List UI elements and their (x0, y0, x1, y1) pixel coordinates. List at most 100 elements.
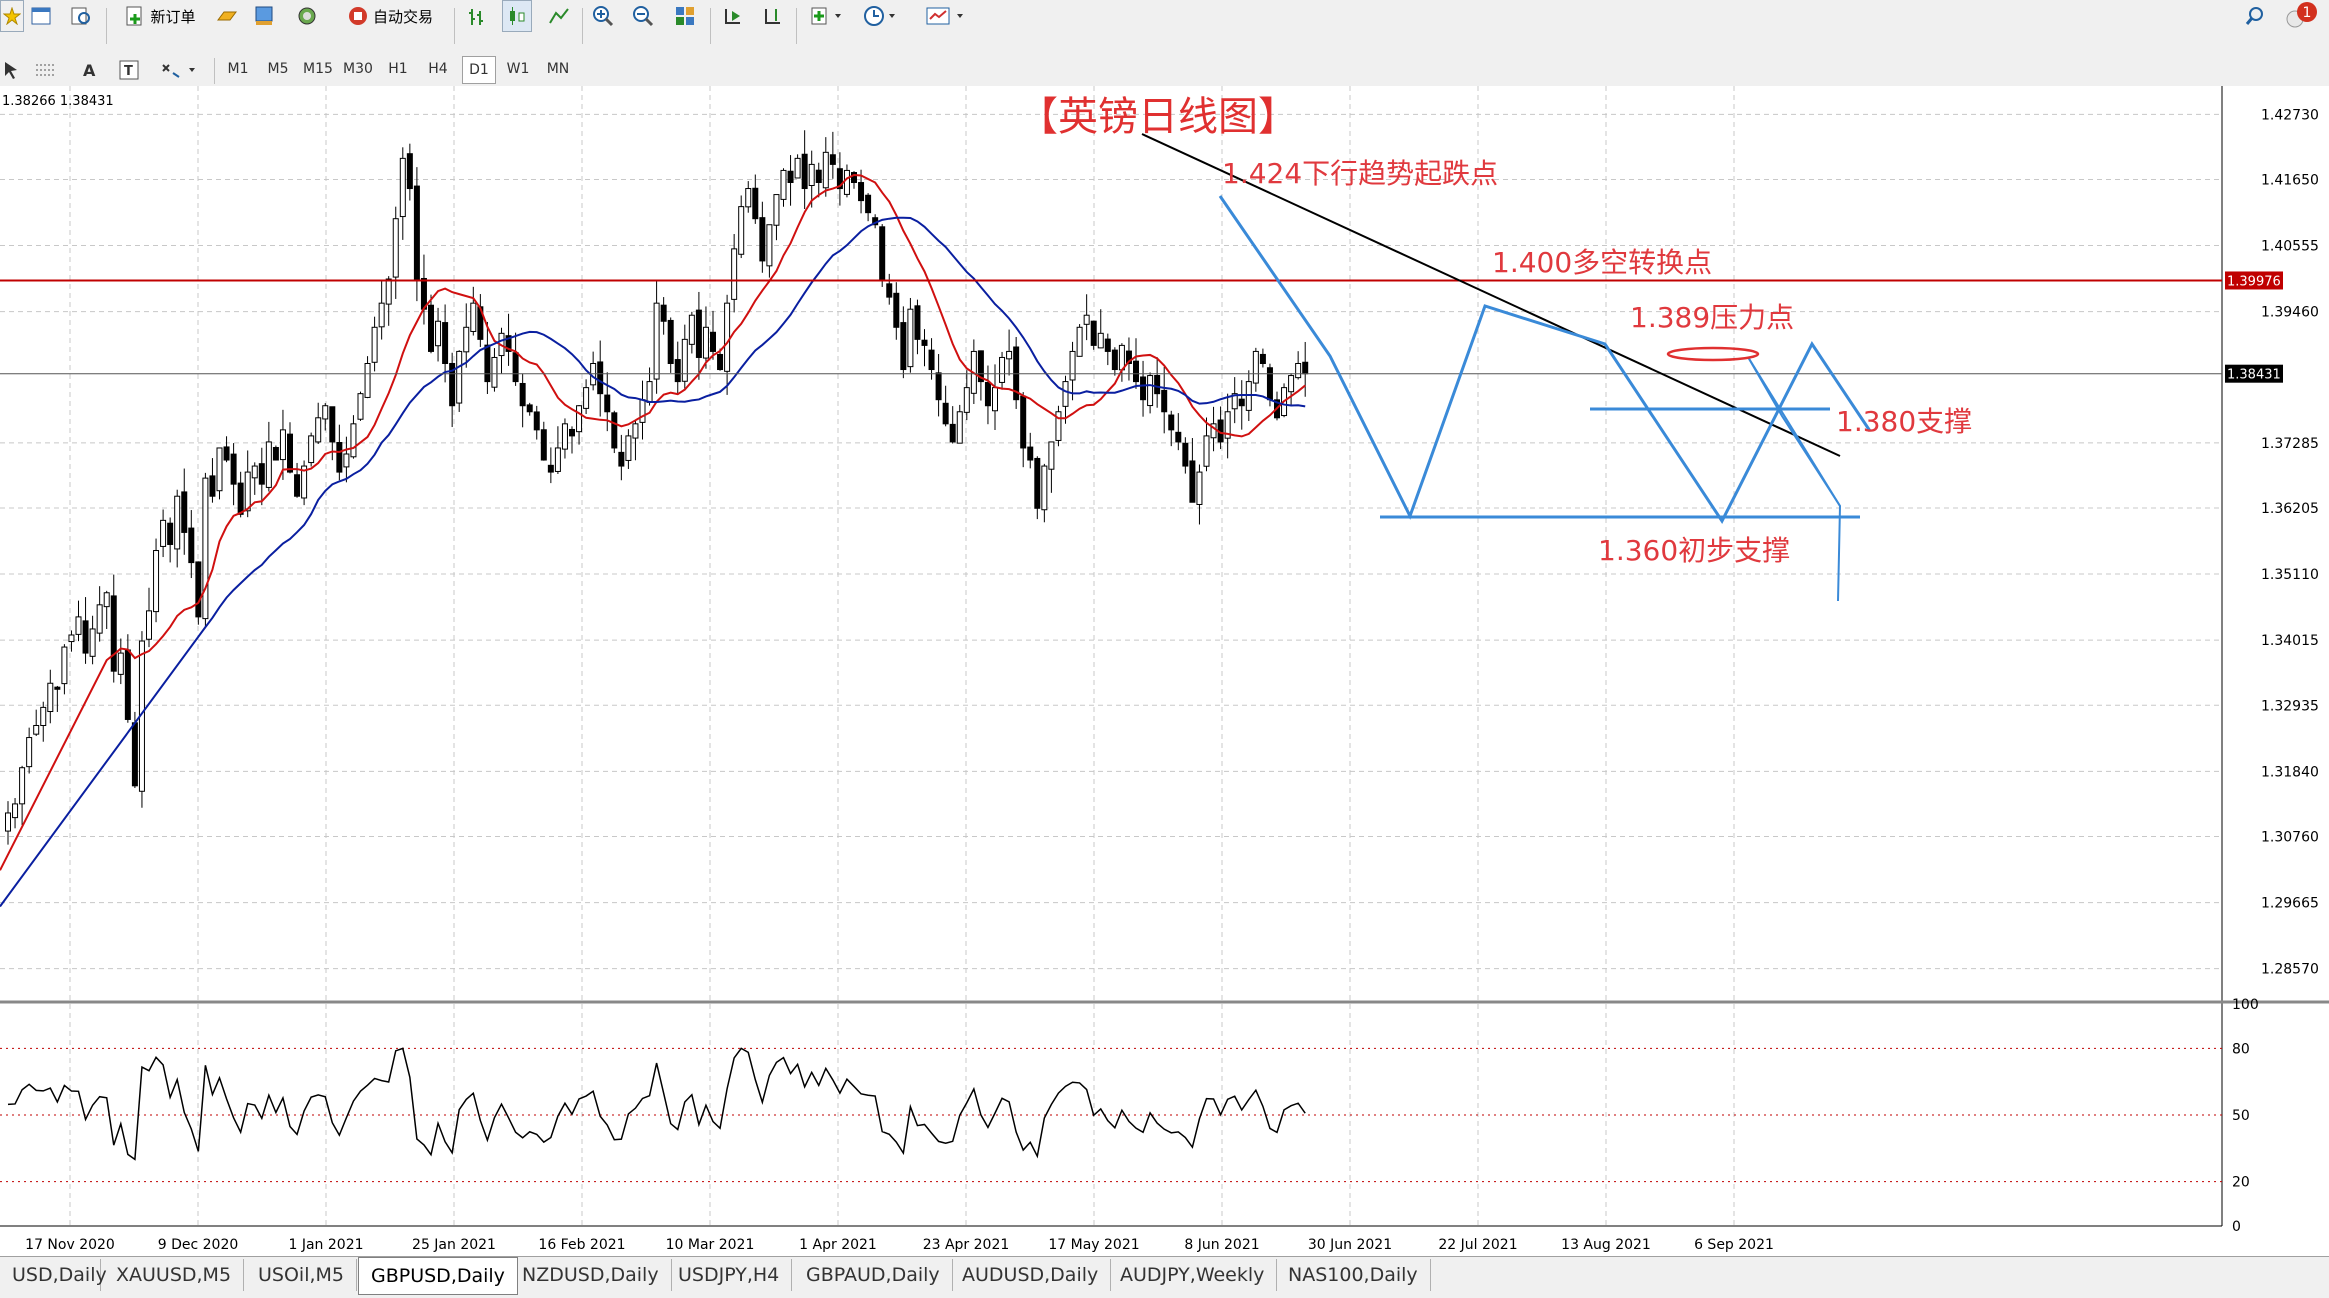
timeframe-m30-button[interactable]: M30 (343, 61, 373, 77)
candle-body (907, 308, 914, 368)
timeframe-m1-button[interactable]: M1 (227, 61, 249, 77)
text-tool-icon[interactable]: A (74, 54, 104, 86)
tab-nzdusd-daily[interactable]: NZDUSD,Daily (510, 1259, 672, 1291)
candle-body (336, 442, 343, 473)
candle-body (512, 352, 519, 383)
zoom-in-icon[interactable] (588, 0, 618, 32)
candle-body (449, 362, 456, 407)
star-icon[interactable] (0, 0, 24, 32)
timeframe-h1-button[interactable]: H1 (388, 61, 408, 77)
zoom-out-icon[interactable] (628, 0, 658, 32)
candle-body (956, 411, 963, 444)
candle-body (287, 433, 293, 473)
osc-tick-label: 0 (2232, 1219, 2241, 1235)
hline-tool-icon[interactable] (30, 54, 60, 86)
search-icon[interactable] (2240, 0, 2270, 32)
chart-background (0, 86, 2329, 1256)
candle-body (251, 465, 258, 479)
timeframe-mn-button[interactable]: MN (546, 61, 570, 77)
line-chart-icon[interactable] (544, 0, 574, 32)
notification-icon[interactable]: 1 (2280, 0, 2322, 32)
candle-body (103, 592, 110, 608)
candle-body (484, 344, 491, 383)
new-order-button[interactable]: 新订单 (114, 0, 206, 32)
candle-body (1252, 350, 1259, 384)
zoom-window-icon[interactable] (66, 0, 96, 32)
gold-bar-icon[interactable] (212, 0, 242, 32)
timeframe-m5-button[interactable]: M5 (267, 61, 289, 77)
tab-usdsomething-daily[interactable]: USD,Daily (0, 1259, 107, 1291)
timeframe-m15-button[interactable]: M15 (303, 61, 333, 77)
candle-body (413, 185, 420, 280)
chart-tabs: USD,Daily XAUUSD,M5 USOil,M5 GBPUSD,Dail… (0, 1256, 2329, 1298)
tab-gbpaud-daily[interactable]: GBPAUD,Daily (794, 1259, 953, 1291)
candle-body (223, 446, 230, 461)
data-window-icon[interactable] (250, 0, 280, 32)
tab-audusd-daily[interactable]: AUDUSD,Daily (950, 1259, 1112, 1291)
templates-dropdown-icon[interactable] (920, 0, 972, 32)
candle-body (597, 361, 604, 395)
tab-usoil-m5[interactable]: USOil,M5 (246, 1259, 358, 1291)
candle-body (646, 381, 653, 403)
chart-shift-icon[interactable] (758, 0, 788, 32)
hline-price-box (2225, 271, 2283, 290)
candle-body (110, 595, 117, 672)
tile-windows-icon[interactable] (670, 0, 700, 32)
candle-body (364, 362, 371, 398)
candle-body (1027, 446, 1034, 461)
candle-body (1140, 376, 1147, 401)
chart-area[interactable]: 1.42730 1.41650 1.40555 1.39460 1.37285 1.362… (0, 86, 2329, 1256)
candle-body (794, 157, 801, 179)
tab-usdjpy-h4[interactable]: USDJPY,H4 (666, 1259, 793, 1291)
candle-body (160, 519, 167, 547)
tab-nas100-daily[interactable]: NAS100,Daily (1276, 1259, 1431, 1291)
candle-body (491, 356, 498, 388)
price-tick-label: 1.34015 (2261, 633, 2319, 649)
candle-body (900, 322, 907, 371)
candle-body (315, 417, 322, 443)
candle-body (1083, 314, 1090, 325)
notification-count: 1 (2303, 5, 2312, 21)
date-tick-label: 1 Jan 2021 (288, 1237, 363, 1253)
candle-body (329, 406, 336, 443)
timeframe-h4-button[interactable]: H4 (428, 61, 448, 77)
candlestick-icon[interactable] (502, 0, 532, 32)
candle-body (569, 428, 575, 437)
tab-gbpusd-daily[interactable]: GBPUSD,Daily (358, 1257, 518, 1295)
periods-dropdown-icon[interactable] (858, 0, 904, 32)
candle-body (343, 453, 350, 468)
candle-body (731, 248, 738, 300)
arrow-tools-dropdown-icon[interactable] (154, 54, 206, 86)
timeframe-d1-button[interactable]: D1 (462, 56, 496, 84)
date-tick-label: 16 Feb 2021 (538, 1237, 625, 1253)
auto-trade-button[interactable]: 自动交易 (330, 0, 450, 32)
window-icon[interactable] (26, 0, 56, 32)
candle-body (554, 447, 561, 472)
tab-audjpy-weekly[interactable]: AUDJPY,Weekly (1108, 1259, 1278, 1291)
candle-body (463, 326, 470, 353)
candle-body (146, 610, 152, 640)
candle-body (632, 423, 639, 439)
candle-body (639, 399, 646, 423)
bar-chart-icon[interactable] (462, 0, 492, 32)
date-tick-label: 8 Jun 2021 (1184, 1237, 1259, 1253)
timeframe-w1-button[interactable]: W1 (506, 61, 530, 77)
candle-body (456, 350, 463, 404)
text-label-tool-icon[interactable]: T (114, 54, 144, 86)
candle-body (625, 435, 632, 461)
autoscroll-icon[interactable] (718, 0, 748, 32)
candle-body (942, 402, 949, 425)
oscillator-line (7, 1047, 1306, 1161)
date-tick-label: 1 Apr 2021 (799, 1237, 877, 1253)
signal-icon[interactable] (292, 0, 322, 32)
cursor-tools-icon[interactable] (0, 54, 24, 86)
candle-body (428, 304, 434, 352)
candle-body (829, 154, 836, 165)
indicators-dropdown-icon[interactable] (804, 0, 850, 32)
osc-tick-label: 20 (2232, 1175, 2250, 1191)
candle-body (561, 423, 568, 450)
candle-body (1224, 411, 1231, 439)
price-tick-label: 1.31840 (2261, 764, 2319, 780)
tab-xauusd-m5[interactable]: XAUUSD,M5 (104, 1259, 245, 1291)
candle-body (1154, 375, 1161, 395)
